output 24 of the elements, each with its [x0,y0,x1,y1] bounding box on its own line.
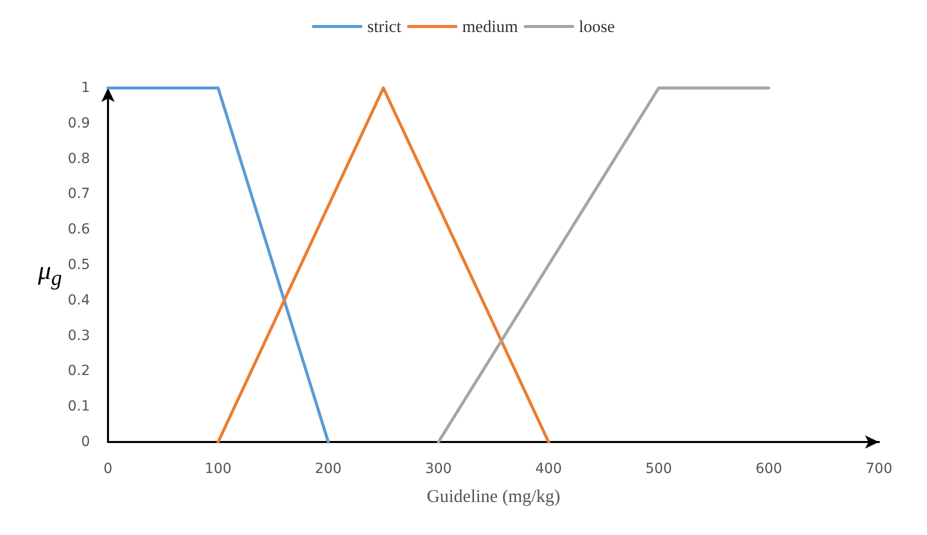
y-tick-label: 0.9 [68,115,90,132]
x-tick-label: 300 [425,461,452,477]
y-tick-label: 0.8 [68,150,90,167]
y-tick-label: 0.7 [68,186,90,202]
legend-label: strict [367,17,402,36]
y-tick-label: 0.6 [68,222,90,238]
x-tick-label: 200 [314,461,342,477]
x-tick-label: 600 [755,461,782,477]
x-tick-label: 700 [866,461,892,477]
y-tick-label: 0 [81,434,90,450]
x-axis-title: Guideline (mg/kg) [426,486,560,506]
y-tick-label: 0.1 [68,398,90,415]
x-tick-label: 400 [535,461,562,477]
y-tick-label: 0.2 [68,363,90,380]
y-tick-label: 0.4 [68,292,90,308]
legend-label: medium [462,17,518,36]
x-tick-label: 100 [204,461,232,477]
y-tick-label: 1 [81,80,90,96]
legend-label: loose [578,17,615,36]
x-tick-label: 0 [104,461,112,477]
x-tick-label: 500 [645,461,672,477]
y-axis-title: μ$_{g}$ [38,256,62,290]
y-tick-label: 0.3 [68,328,90,344]
y-tick-label: 0.5 [68,257,90,273]
